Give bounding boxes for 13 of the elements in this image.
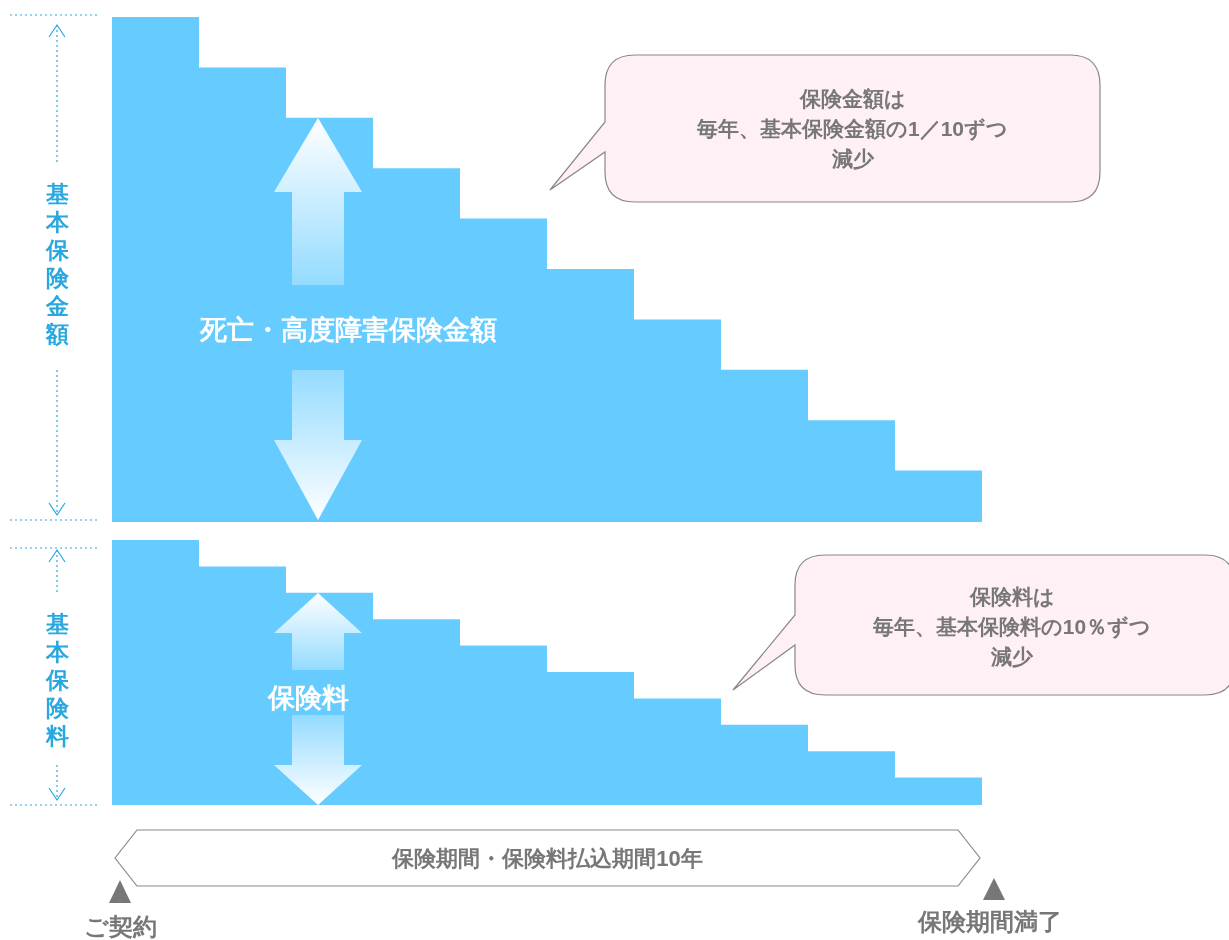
- text: 保険期間・保険料払込期間10年: [390, 845, 704, 873]
- text: 保険期間満了: [916, 907, 1063, 937]
- text: 減少: [990, 644, 1034, 670]
- annotation: 毎年、基本保険金額の1／10ずつ: [695, 116, 1009, 143]
- annotation: 保険金額は: [798, 86, 907, 112]
- text: ご契約: [82, 912, 158, 940]
- annotation: 保険料: [268, 682, 350, 715]
- annotation: 減少: [830, 146, 875, 172]
- y-axis-title: 基本保険料: [44, 610, 70, 750]
- y-axis-title: 基本保険金額: [44, 180, 70, 348]
- annotation: 毎年、基本保険料の10％ずつ: [871, 614, 1153, 641]
- annotation: 保険料は: [968, 584, 1056, 610]
- annotation: 死亡・高度障害保険金額: [200, 314, 498, 347]
